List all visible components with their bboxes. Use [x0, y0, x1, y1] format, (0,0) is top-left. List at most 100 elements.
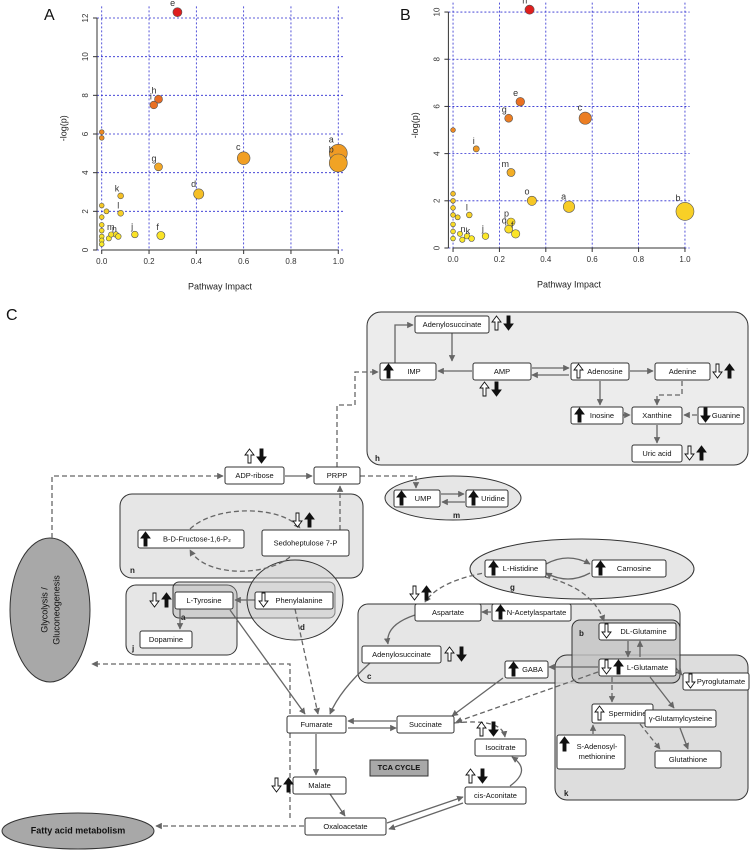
- x-tick-label: 1.0: [333, 257, 345, 266]
- point-label: f: [511, 220, 514, 230]
- change-arrow-filled: [456, 646, 467, 662]
- y-tick-label: 0: [81, 247, 90, 252]
- node-label: S-Adenosyl-: [577, 742, 618, 751]
- group-letter: m: [453, 511, 460, 520]
- point-label: e: [170, 0, 175, 8]
- y-tick-label: 10: [81, 52, 90, 61]
- point-label: l: [466, 202, 468, 212]
- node-label: Fumarate: [300, 720, 332, 729]
- node-label: Adenylosuccinate: [372, 650, 431, 659]
- change-arrow-filled: [140, 531, 151, 547]
- point: [526, 195, 537, 206]
- node-label: Glutathione: [669, 755, 707, 764]
- y-axis-label: -log(p): [410, 112, 420, 138]
- node-box: [474, 738, 527, 757]
- change-arrow-filled: [421, 585, 432, 601]
- change-arrow-open: [601, 623, 612, 639]
- y-tick-label: 12: [81, 13, 90, 22]
- edge: [388, 802, 464, 831]
- point: [117, 192, 124, 200]
- group-letter: h: [375, 454, 380, 463]
- node-label: L-Tyrosine: [186, 596, 221, 605]
- pathway-group: [366, 311, 749, 466]
- x-tick-label: 0.0: [447, 255, 459, 264]
- x-tick-label: 0.0: [96, 257, 108, 266]
- change-arrow-filled: [256, 448, 267, 464]
- point: [450, 205, 456, 211]
- point-label: h: [151, 86, 156, 96]
- node-box: [631, 444, 683, 463]
- group-letter: b: [579, 629, 584, 638]
- y-tick-label: 2: [81, 209, 90, 214]
- point-label: q: [502, 216, 507, 226]
- point: [454, 214, 461, 221]
- change-arrow-open: [258, 592, 269, 608]
- point: [515, 97, 525, 107]
- point: [99, 227, 105, 234]
- point: [154, 162, 163, 172]
- node-box: [598, 622, 677, 641]
- point-label: f: [156, 222, 159, 232]
- node-box: [224, 466, 285, 485]
- point: [328, 153, 348, 173]
- point-label: b: [329, 144, 334, 154]
- point-label: i: [473, 136, 475, 146]
- point-label: i: [150, 92, 152, 102]
- point: [99, 241, 105, 247]
- change-arrow-filled: [468, 490, 479, 506]
- change-arrow-open: [444, 646, 455, 662]
- node-label: ADP-ribose: [235, 471, 273, 480]
- node-label: Adenylosuccinate: [423, 320, 482, 329]
- change-arrow-open: [684, 445, 695, 461]
- node-box: [304, 817, 387, 836]
- change-arrow-open: [465, 768, 476, 784]
- node-label: PRPP: [327, 471, 347, 480]
- node-box: [361, 645, 442, 664]
- panel-label: A: [44, 7, 55, 24]
- node-box: [631, 406, 683, 425]
- node-label: UMP: [415, 494, 432, 503]
- point: [99, 129, 105, 135]
- point: [149, 100, 158, 110]
- node-label: B-D-Fructose-1,6-P₂: [163, 534, 231, 543]
- node-label: AMP: [494, 367, 510, 376]
- point: [154, 94, 163, 104]
- change-arrow-filled: [283, 777, 294, 793]
- node-box: [556, 734, 626, 770]
- point: [156, 231, 166, 240]
- node-label: DL-Glutamine: [620, 627, 666, 636]
- node-label: N-Acetylaspartate: [507, 608, 567, 617]
- pathway-label: Fatty acid metabolism: [31, 825, 126, 835]
- cycle-box: [369, 759, 429, 777]
- node-box: [682, 672, 750, 691]
- pathway-label: Glycolysis /: [39, 587, 49, 633]
- y-tick-label: 0: [433, 245, 442, 250]
- change-arrow-open: [479, 381, 490, 397]
- point-label: k: [466, 226, 471, 236]
- point: [457, 230, 463, 237]
- point-label: a: [561, 191, 566, 201]
- edge: [653, 381, 683, 406]
- y-tick-label: 8: [433, 56, 442, 61]
- point: [524, 4, 535, 15]
- change-arrow-filled: [161, 592, 172, 608]
- edge: [639, 723, 661, 750]
- group-letter: a: [181, 613, 186, 622]
- group-letter: n: [130, 566, 135, 575]
- point: [675, 202, 695, 221]
- node-label: Pyroglutamate: [697, 677, 745, 686]
- edge: [189, 549, 291, 572]
- y-axis-label: -log(p): [58, 115, 68, 141]
- edge: [649, 676, 675, 709]
- edge: [329, 793, 346, 817]
- change-arrow-open: [271, 777, 282, 793]
- node-box: [393, 489, 441, 508]
- point: [450, 191, 456, 197]
- node-label: cis-Aconitate: [474, 791, 517, 800]
- panel-label: C: [6, 307, 18, 324]
- point: [450, 212, 456, 218]
- point-label: k: [115, 183, 120, 193]
- change-arrow-open: [594, 705, 605, 721]
- node-box: [591, 559, 667, 578]
